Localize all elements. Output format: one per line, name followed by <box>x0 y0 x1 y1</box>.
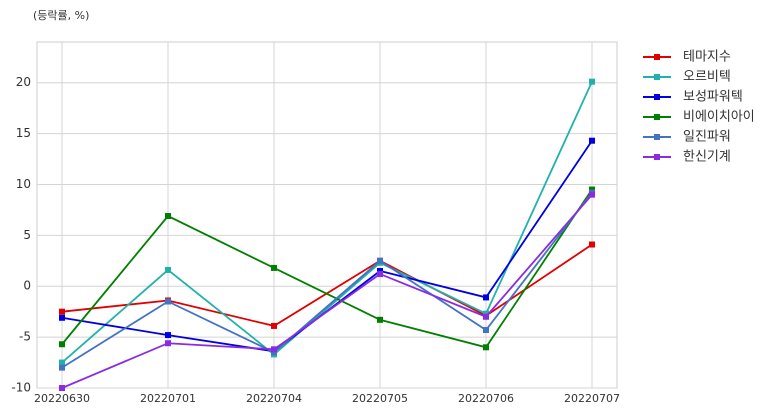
point <box>59 308 65 315</box>
point <box>377 271 383 278</box>
legend-swatch-marker <box>654 94 660 100</box>
point <box>589 137 595 144</box>
y-tick-label: -5 <box>19 330 31 344</box>
x-tick-label: 20220707 <box>564 392 620 405</box>
point <box>165 332 171 339</box>
point <box>271 346 277 353</box>
point <box>483 326 489 333</box>
y-tick-label: 5 <box>23 228 31 242</box>
point <box>271 322 277 329</box>
x-tick-label: 20220630 <box>34 392 90 405</box>
point <box>589 78 595 85</box>
x-tick-label: 20220701 <box>140 392 196 405</box>
x-tick-label: 20220705 <box>352 392 408 405</box>
point <box>483 310 489 317</box>
legend-label: 일진파워 <box>683 130 731 145</box>
legend-swatch-marker <box>654 154 660 160</box>
point <box>59 359 65 366</box>
y-tick-label: 0 <box>23 279 31 293</box>
legend-label: 한신기계 <box>683 150 731 165</box>
legend-label: 보성파워텍 <box>683 90 743 105</box>
x-tick-label: 20220706 <box>458 392 514 405</box>
point <box>483 294 489 301</box>
point <box>377 267 383 274</box>
point <box>589 241 595 248</box>
legend-swatch-marker <box>654 134 660 140</box>
point <box>271 264 277 271</box>
x-tick-label: 20220704 <box>246 392 302 405</box>
point <box>165 340 171 347</box>
y-axis-label: (등락률, %) <box>33 9 89 22</box>
point <box>165 298 171 305</box>
y-tick-label: 20 <box>16 75 31 89</box>
legend-swatch-marker <box>654 54 660 60</box>
legend-swatch-marker <box>654 114 660 120</box>
legend-swatch-marker <box>654 74 660 80</box>
series-line <box>61 189 593 349</box>
point <box>59 364 65 371</box>
point <box>589 191 595 198</box>
y-tick-label: 15 <box>16 126 31 140</box>
point <box>483 313 489 320</box>
point <box>59 314 65 321</box>
point <box>271 349 277 356</box>
series-line <box>61 81 593 364</box>
point <box>483 344 489 351</box>
legend-label: 테마지수 <box>683 50 731 65</box>
plot-frame <box>36 41 618 389</box>
point <box>377 257 383 264</box>
series-line <box>61 192 593 369</box>
point <box>165 266 171 273</box>
point <box>59 341 65 348</box>
series-line <box>61 140 593 353</box>
point <box>589 186 595 193</box>
series-line <box>61 194 593 389</box>
y-tick-label: -10 <box>11 381 31 395</box>
point <box>59 385 65 391</box>
legend-label: 비에이치아이 <box>683 110 755 125</box>
point <box>377 316 383 323</box>
y-tick-label: 10 <box>16 177 31 191</box>
point <box>165 213 171 220</box>
legend-label: 오르비텍 <box>683 70 731 85</box>
